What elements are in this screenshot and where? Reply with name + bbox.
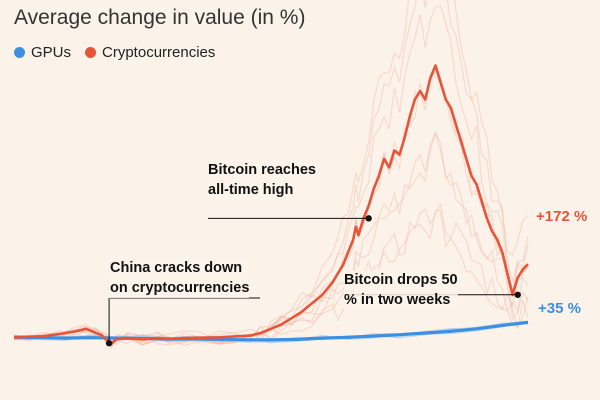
legend-item-gpus: GPUs — [14, 44, 71, 61]
background-crypto-line — [13, 75, 529, 347]
legend-dot-crypto — [85, 47, 97, 58]
background-crypto-line — [13, 131, 529, 347]
annotation-china-line2: on cryptocurrencies — [110, 280, 250, 296]
annotation-dot-china — [105, 340, 113, 347]
legend-label-crypto: Cryptocurrencies — [102, 44, 216, 61]
background-crypto-line — [13, 5, 529, 346]
annotation-bitcoin-drops: Bitcoin drops 50 % in two weeks — [344, 270, 458, 310]
end-label-crypto: +172 % — [536, 208, 588, 225]
annotation-dot-bitcoin-drops — [514, 291, 521, 298]
annotation-china-line1: China cracks down — [110, 260, 243, 276]
annotation-bitcoin-drops-line2: % in two weeks — [344, 292, 451, 308]
legend: GPUs Cryptocurrencies — [14, 44, 215, 61]
annotation-all-time-high: Bitcoin reaches all-time high — [208, 160, 316, 200]
legend-item-crypto: Cryptocurrencies — [85, 44, 215, 61]
background-crypto-line — [13, 0, 529, 347]
series-line-gpus — [13, 320, 529, 342]
series-layer — [13, 64, 529, 345]
legend-dot-gpus — [14, 47, 25, 58]
series-line-cryptocurrencies — [13, 64, 529, 345]
annotation-china: China cracks down on cryptocurrencies — [110, 258, 250, 298]
end-label-gpus: +35 % — [538, 300, 581, 317]
legend-label-gpus: GPUs — [31, 44, 72, 61]
annotation-all-time-high-line2: all-time high — [208, 182, 294, 198]
annotation-dot-all-time-high — [365, 215, 372, 222]
annotation-all-time-high-line1: Bitcoin reaches — [208, 162, 316, 178]
chart-title: Average change in value (in %) — [14, 6, 306, 29]
annotation-bitcoin-drops-line1: Bitcoin drops 50 — [344, 272, 458, 288]
background-gpu-line — [13, 320, 529, 344]
